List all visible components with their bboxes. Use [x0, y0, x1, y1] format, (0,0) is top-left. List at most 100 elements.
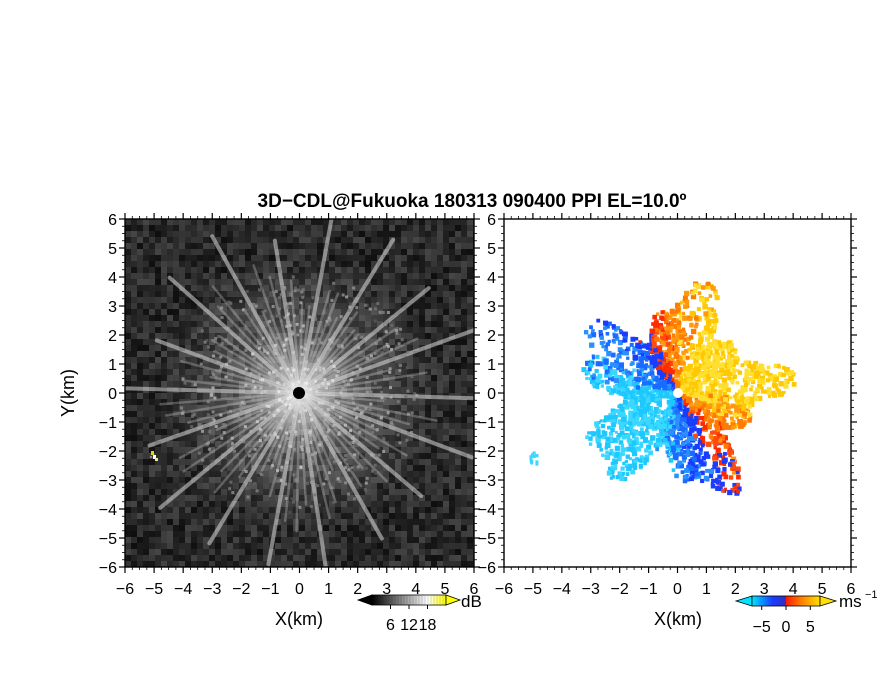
noise-cell — [293, 531, 299, 537]
noise-cell — [155, 321, 161, 327]
noise-cell — [233, 219, 239, 225]
noise-cell — [461, 369, 467, 375]
noise-cell — [149, 279, 155, 285]
noise-cell — [467, 405, 473, 411]
noise-cell — [341, 231, 347, 237]
noise-cell — [353, 255, 359, 261]
noise-cell — [455, 309, 461, 315]
y-tick-label: −6 — [99, 560, 117, 577]
noise-cell — [215, 519, 221, 525]
noise-cell — [149, 537, 155, 543]
noise-cell — [143, 321, 149, 327]
noise-cell — [347, 555, 353, 561]
noise-cell — [467, 525, 473, 531]
noise-cell — [461, 549, 467, 555]
noise-cell — [455, 321, 461, 327]
noise-cell — [131, 267, 137, 273]
noise-cell — [461, 411, 467, 417]
noise-cell — [173, 519, 179, 525]
noise-cell — [233, 561, 239, 567]
noise-cell — [329, 243, 335, 249]
velocity-cell — [599, 340, 604, 345]
noise-cell — [419, 249, 425, 255]
noise-cell — [143, 483, 149, 489]
noise-cell — [185, 543, 191, 549]
noise-cell — [137, 285, 143, 291]
noise-cell — [341, 255, 347, 261]
noise-cell — [233, 537, 239, 543]
noise-cell — [377, 273, 383, 279]
noise-cell — [137, 519, 143, 525]
noise-cell — [455, 315, 461, 321]
noise-cell — [467, 393, 473, 399]
noise-cell — [209, 261, 215, 267]
noise-cell — [461, 315, 467, 321]
noise-cell — [209, 225, 215, 231]
noise-cell — [275, 219, 281, 225]
noise-cell — [269, 561, 275, 567]
noise-cell — [467, 531, 473, 537]
noise-cell — [461, 249, 467, 255]
noise-cell — [377, 525, 383, 531]
noise-cell — [437, 471, 443, 477]
noise-cell — [149, 423, 155, 429]
noise-cell — [185, 261, 191, 267]
noise-cell — [467, 459, 473, 465]
noise-cell — [161, 489, 167, 495]
noise-cell — [455, 537, 461, 543]
noise-cell — [365, 537, 371, 543]
noise-cell — [155, 549, 161, 555]
noise-cell — [125, 255, 131, 261]
noise-cell — [443, 465, 449, 471]
noise-cell — [431, 345, 437, 351]
noise-cell — [395, 489, 401, 495]
noise-cell — [131, 477, 137, 483]
noise-cell — [407, 225, 413, 231]
noise-cell — [245, 231, 251, 237]
noise-cell — [167, 483, 173, 489]
noise-cell — [155, 393, 161, 399]
noise-cell — [389, 219, 395, 225]
noise-cell — [125, 225, 131, 231]
noise-cell — [425, 537, 431, 543]
noise-cell — [155, 291, 161, 297]
noise-cell — [401, 489, 407, 495]
noise-cell — [257, 549, 263, 555]
noise-cell — [335, 225, 341, 231]
noise-cell — [425, 495, 431, 501]
noise-cell — [413, 543, 419, 549]
noise-cell — [155, 543, 161, 549]
noise-cell — [149, 219, 155, 225]
noise-cell — [395, 267, 401, 273]
noise-cell — [227, 561, 233, 567]
noise-cell — [335, 243, 341, 249]
noise-cell — [143, 285, 149, 291]
noise-cell — [131, 453, 137, 459]
noise-cell — [185, 555, 191, 561]
noise-cell — [161, 261, 167, 267]
noise-cell — [371, 249, 377, 255]
noise-cell — [455, 357, 461, 363]
noise-cell — [251, 531, 257, 537]
velocity-cell — [614, 328, 618, 332]
noise-cell — [461, 291, 467, 297]
noise-cell — [161, 243, 167, 249]
noise-cell — [281, 231, 287, 237]
noise-cell — [197, 531, 203, 537]
noise-cell — [377, 549, 383, 555]
noise-cell — [251, 255, 257, 261]
x-tick-label: 1 — [324, 581, 333, 598]
noise-cell — [143, 303, 149, 309]
noise-cell — [125, 555, 131, 561]
noise-cell — [401, 537, 407, 543]
noise-cell — [137, 303, 143, 309]
noise-cell — [443, 231, 449, 237]
noise-cell — [197, 507, 203, 513]
noise-cell — [335, 555, 341, 561]
noise-cell — [365, 267, 371, 273]
noise-cell — [131, 435, 137, 441]
noise-cell — [461, 423, 467, 429]
noise-cell — [455, 411, 461, 417]
noise-cell — [167, 315, 173, 321]
noise-cell — [419, 525, 425, 531]
